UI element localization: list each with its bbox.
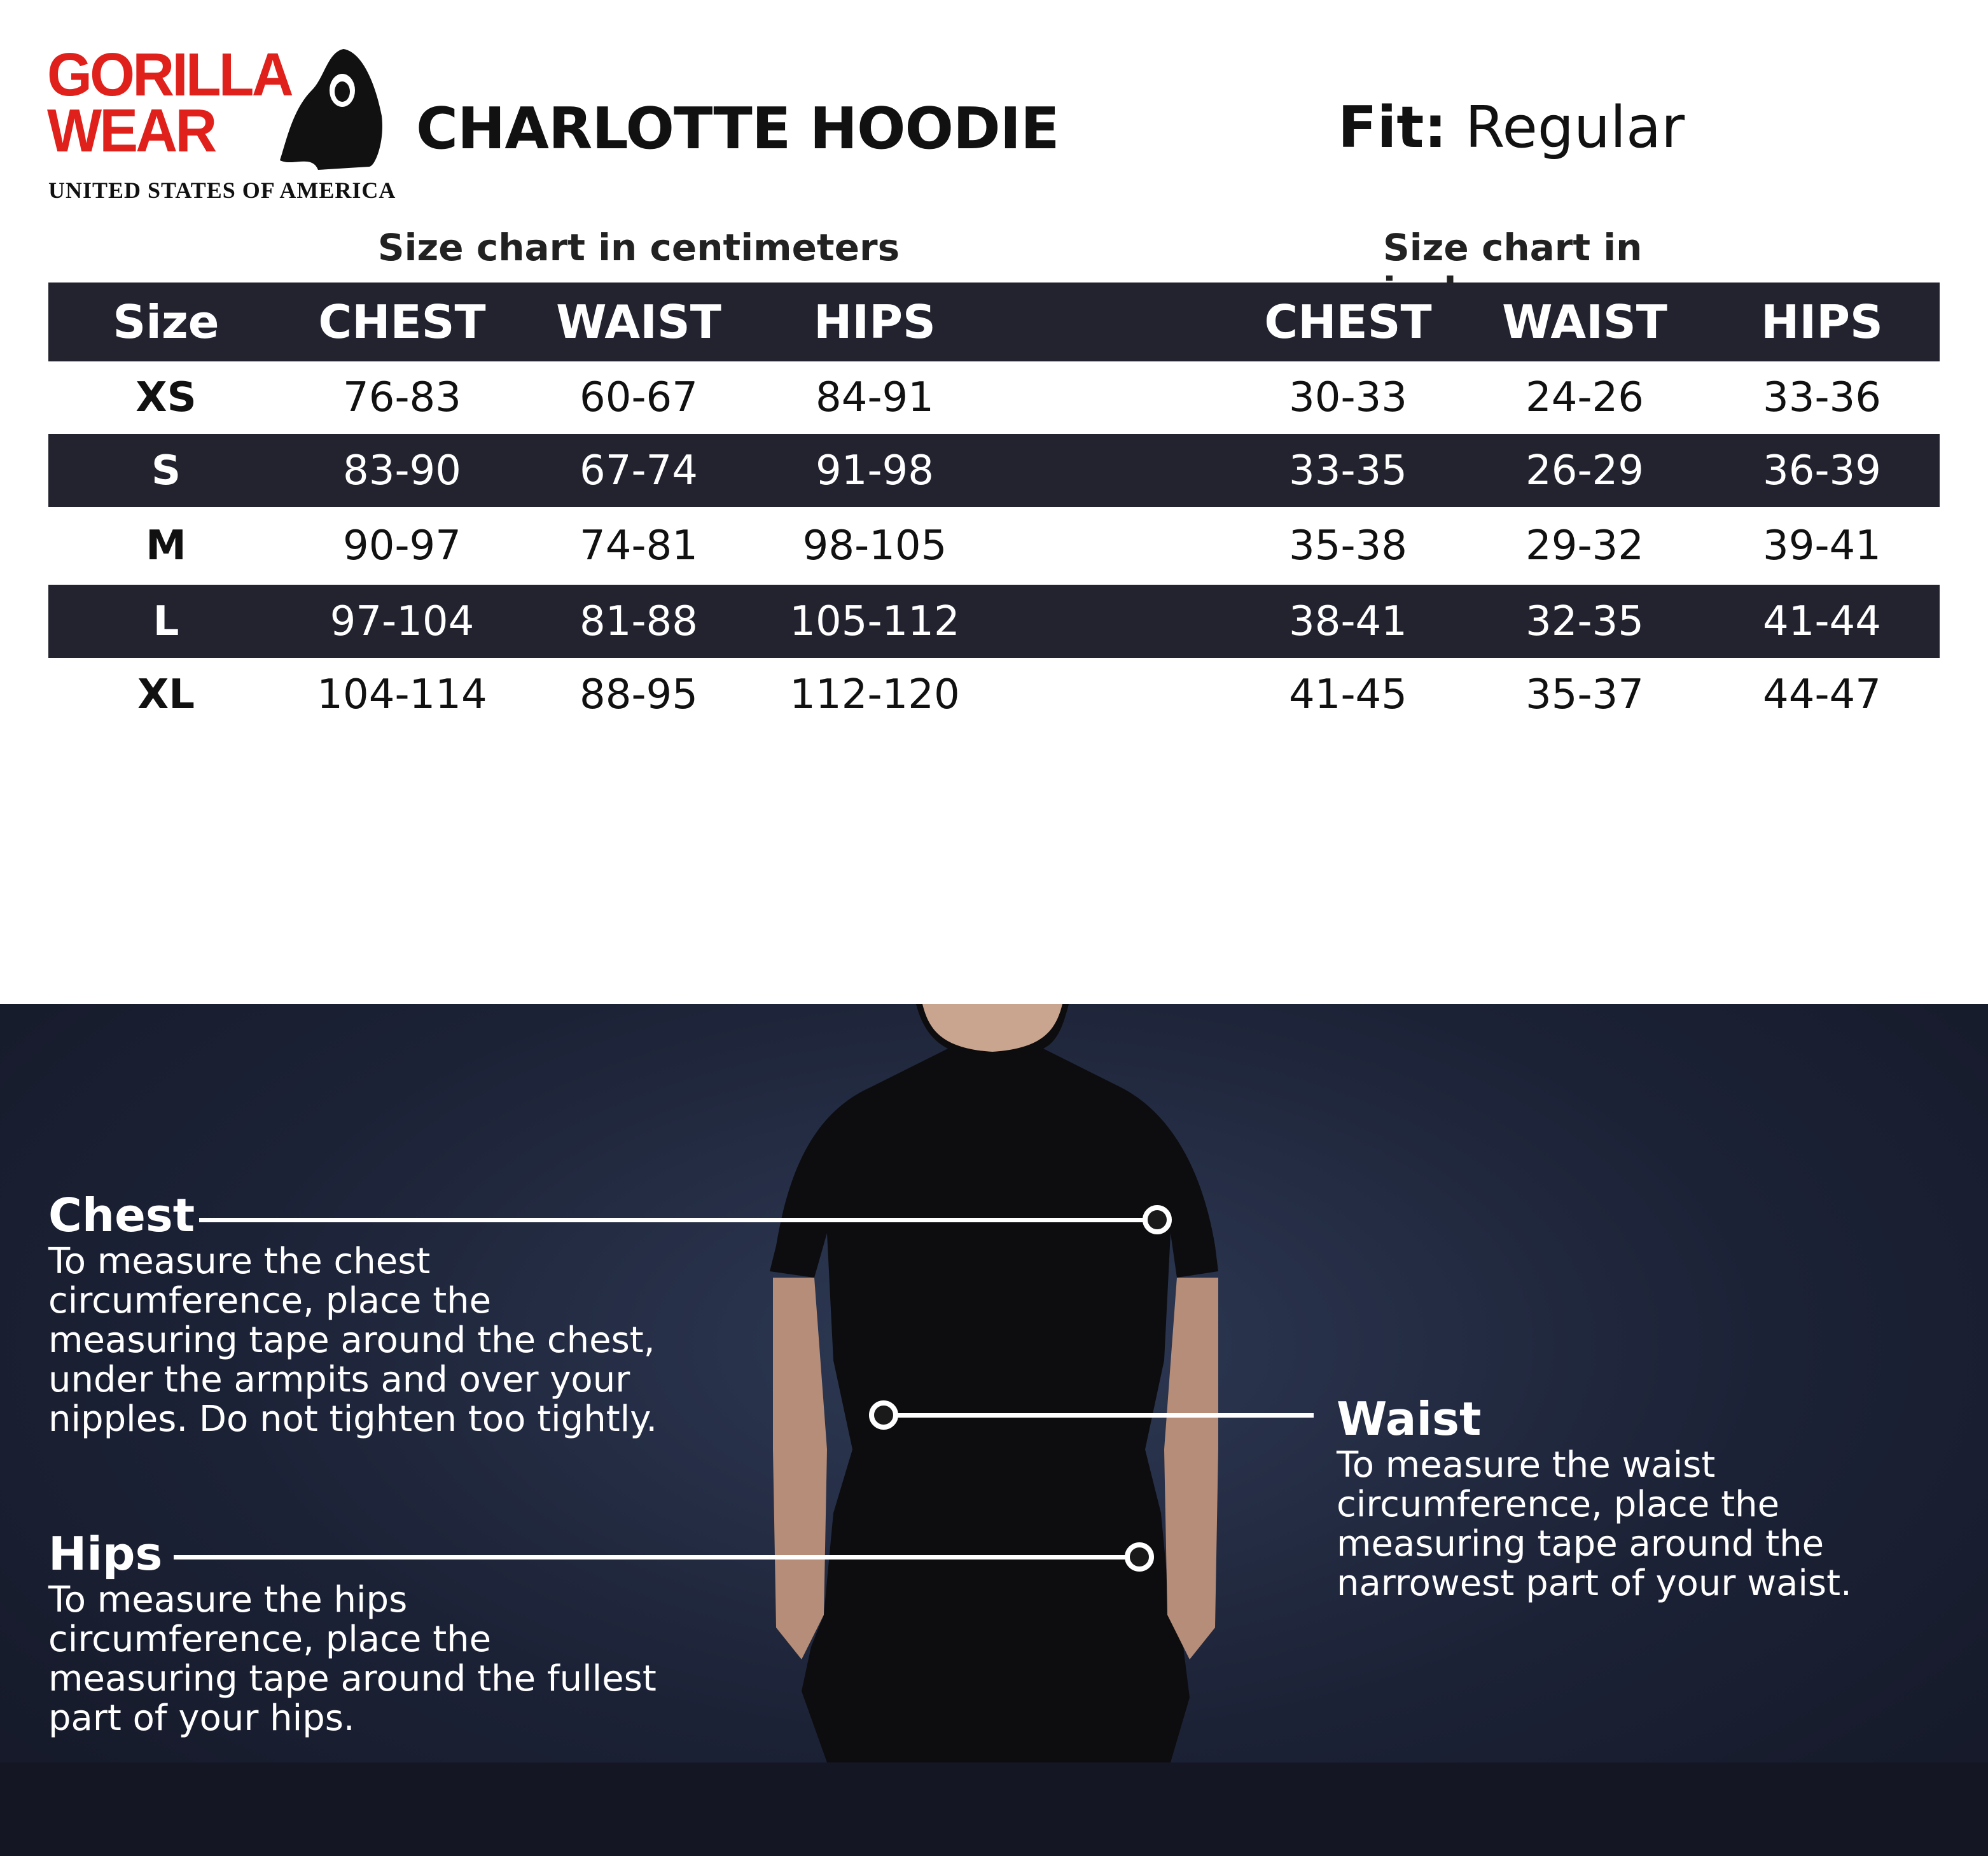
measurement-cell: 24-26 — [1526, 374, 1644, 421]
measurement-cell: 30-33 — [1289, 374, 1407, 421]
hips-guide: Hips To measure the hips circumference, pl… — [48, 1527, 659, 1738]
measurement-cell: 97-104 — [330, 597, 475, 645]
size-cell: L — [153, 597, 179, 645]
waist-description: To measure the waist circumference, place… — [1337, 1446, 1947, 1603]
table-row: S 83-90 67-74 91-98 33-35 26-29 36-39 — [48, 434, 1940, 507]
measurement-cell: 104-114 — [317, 671, 487, 718]
table-row: L 97-104 81-88 105-112 38-41 32-35 41-44 — [48, 585, 1940, 658]
measurement-cell: 32-35 — [1526, 597, 1644, 645]
description-line: nipples. Do not tighten too tightly. — [48, 1399, 658, 1440]
brand-logo: GORILLA WEAR — [47, 41, 294, 165]
description-line: measuring tape around the fullest — [48, 1658, 657, 1699]
measurement-cell: 91-98 — [816, 447, 934, 494]
measurement-cell: 90-97 — [343, 522, 461, 569]
description-line: To measure the waist — [1337, 1444, 1716, 1486]
description-line: measuring tape around the — [1337, 1523, 1825, 1565]
measurement-cell: 44-47 — [1763, 671, 1881, 718]
chest-title: Chest — [48, 1189, 195, 1242]
measurement-cell: 41-44 — [1763, 597, 1881, 645]
measurement-cell: 112-120 — [789, 671, 960, 718]
column-header: Size — [113, 295, 219, 349]
brand-tagline: UNITED STATES OF AMERICA — [48, 178, 396, 203]
measurement-cell: 67-74 — [580, 447, 698, 494]
hips-description: To measure the hips circumference, place … — [48, 1580, 659, 1738]
size-cell: XL — [137, 671, 195, 718]
chest-measure-line — [199, 1218, 1160, 1222]
fit-value: Regular — [1464, 94, 1685, 161]
measurement-cell: 39-41 — [1763, 522, 1881, 569]
description-line: measuring tape around the chest, — [48, 1320, 655, 1361]
chest-description: To measure the chest circumference, place… — [48, 1242, 659, 1439]
measurement-cell: 26-29 — [1526, 447, 1644, 494]
cm-heading: Size chart in centimeters — [377, 226, 900, 269]
description-line: narrowest part of your waist. — [1337, 1563, 1852, 1604]
gorilla-icon — [280, 49, 382, 170]
measurement-cell: 36-39 — [1763, 447, 1881, 494]
description-line: To measure the hips — [48, 1579, 408, 1621]
measurement-cell: 105-112 — [789, 597, 960, 645]
column-header: HIPS — [814, 295, 936, 349]
waist-marker-icon — [869, 1400, 898, 1430]
measurement-cell: 33-36 — [1763, 374, 1881, 421]
bottom-band — [0, 1762, 1988, 1856]
column-header: WAIST — [556, 295, 721, 349]
measurement-cell: 81-88 — [580, 597, 698, 645]
measurement-cell: 83-90 — [343, 447, 461, 494]
hips-measure-line — [174, 1555, 1141, 1559]
fit-label: Fit: — [1338, 94, 1447, 161]
measurement-cell: 38-41 — [1289, 597, 1407, 645]
size-cell: XS — [136, 374, 197, 421]
waist-measure-line — [897, 1413, 1314, 1418]
description-line: under the armpits and over your — [48, 1359, 630, 1400]
hips-marker-icon — [1125, 1542, 1154, 1572]
description-line: circumference, place the — [1337, 1484, 1780, 1525]
logo-text-gorilla: GORILLA — [47, 41, 294, 109]
table-row: XS 76-83 60-67 84-91 30-33 24-26 33-36 — [48, 361, 1940, 434]
description-line: To measure the chest — [48, 1241, 431, 1282]
model-figure — [770, 1004, 1218, 1762]
product-title: CHARLOTTE HOODIE — [416, 95, 1060, 162]
column-header: CHEST — [1264, 295, 1432, 349]
measurement-cell: 88-95 — [580, 671, 698, 718]
measurement-cell: 35-37 — [1526, 671, 1644, 718]
fit-info: Fit: Regular — [1338, 94, 1685, 161]
column-header: CHEST — [318, 295, 486, 349]
description-line: part of your hips. — [48, 1698, 355, 1739]
size-cell: S — [151, 447, 181, 494]
measurement-cell: 74-81 — [580, 522, 698, 569]
hips-title: Hips — [48, 1527, 163, 1580]
measurement-cell: 84-91 — [816, 374, 934, 421]
waist-guide: Waist To measure the waist circumference, … — [1337, 1392, 1947, 1603]
table-row: XL 104-114 88-95 112-120 41-45 35-37 44-47 — [48, 658, 1940, 731]
table-row: M 90-97 74-81 98-105 35-38 29-32 39-41 — [48, 507, 1940, 585]
column-header: HIPS — [1761, 295, 1883, 349]
measurement-cell: 60-67 — [580, 374, 698, 421]
measurement-cell: 41-45 — [1289, 671, 1407, 718]
measurement-cell: 35-38 — [1289, 522, 1407, 569]
chest-guide: Chest To measure the chest circumference, … — [48, 1189, 659, 1439]
measurement-cell: 29-32 — [1526, 522, 1644, 569]
description-line: circumference, place the — [48, 1280, 492, 1322]
measurement-cell: 98-105 — [802, 522, 947, 569]
column-header: WAIST — [1502, 295, 1667, 349]
measurement-cell: 33-35 — [1289, 447, 1407, 494]
waist-title: Waist — [1337, 1392, 1482, 1446]
table-header: Size CHEST WAIST HIPS CHEST WAIST HIPS — [48, 283, 1940, 361]
measurement-cell: 76-83 — [343, 374, 461, 421]
chest-marker-icon — [1143, 1205, 1172, 1234]
description-line: circumference, place the — [48, 1619, 492, 1660]
size-cell: M — [146, 522, 186, 569]
logo-text-wear: WEAR — [47, 97, 217, 165]
